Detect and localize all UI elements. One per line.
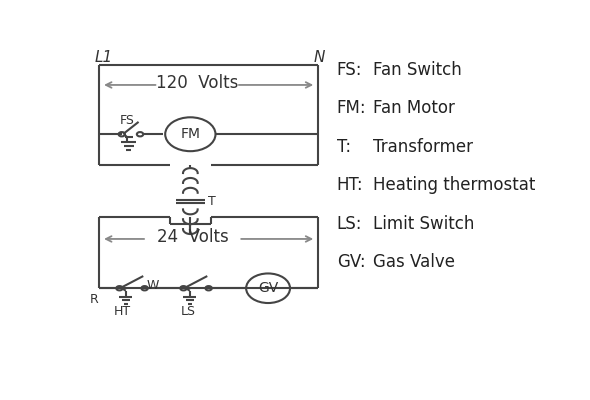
Text: Heating thermostat: Heating thermostat: [373, 176, 536, 194]
Text: L1: L1: [94, 50, 113, 65]
Text: HT: HT: [114, 305, 131, 318]
Text: FM: FM: [181, 127, 201, 141]
Text: LS:: LS:: [337, 214, 362, 232]
Text: T: T: [208, 194, 215, 208]
Text: Limit Switch: Limit Switch: [373, 214, 474, 232]
Text: HT:: HT:: [337, 176, 363, 194]
Text: Gas Valve: Gas Valve: [373, 253, 455, 271]
Text: Fan Switch: Fan Switch: [373, 60, 462, 78]
Text: GV: GV: [258, 281, 278, 295]
Text: R: R: [90, 292, 99, 306]
Text: FS:: FS:: [337, 60, 362, 78]
Text: 120  Volts: 120 Volts: [156, 74, 238, 92]
Text: Fan Motor: Fan Motor: [373, 99, 455, 117]
Text: T:: T:: [337, 138, 351, 156]
Text: FM:: FM:: [337, 99, 366, 117]
Text: Transformer: Transformer: [373, 138, 473, 156]
Text: FS: FS: [119, 114, 135, 127]
Text: W: W: [147, 279, 159, 292]
Text: LS: LS: [181, 305, 195, 318]
Text: GV:: GV:: [337, 253, 365, 271]
Text: N: N: [314, 50, 325, 65]
Text: 24  Volts: 24 Volts: [157, 228, 228, 246]
